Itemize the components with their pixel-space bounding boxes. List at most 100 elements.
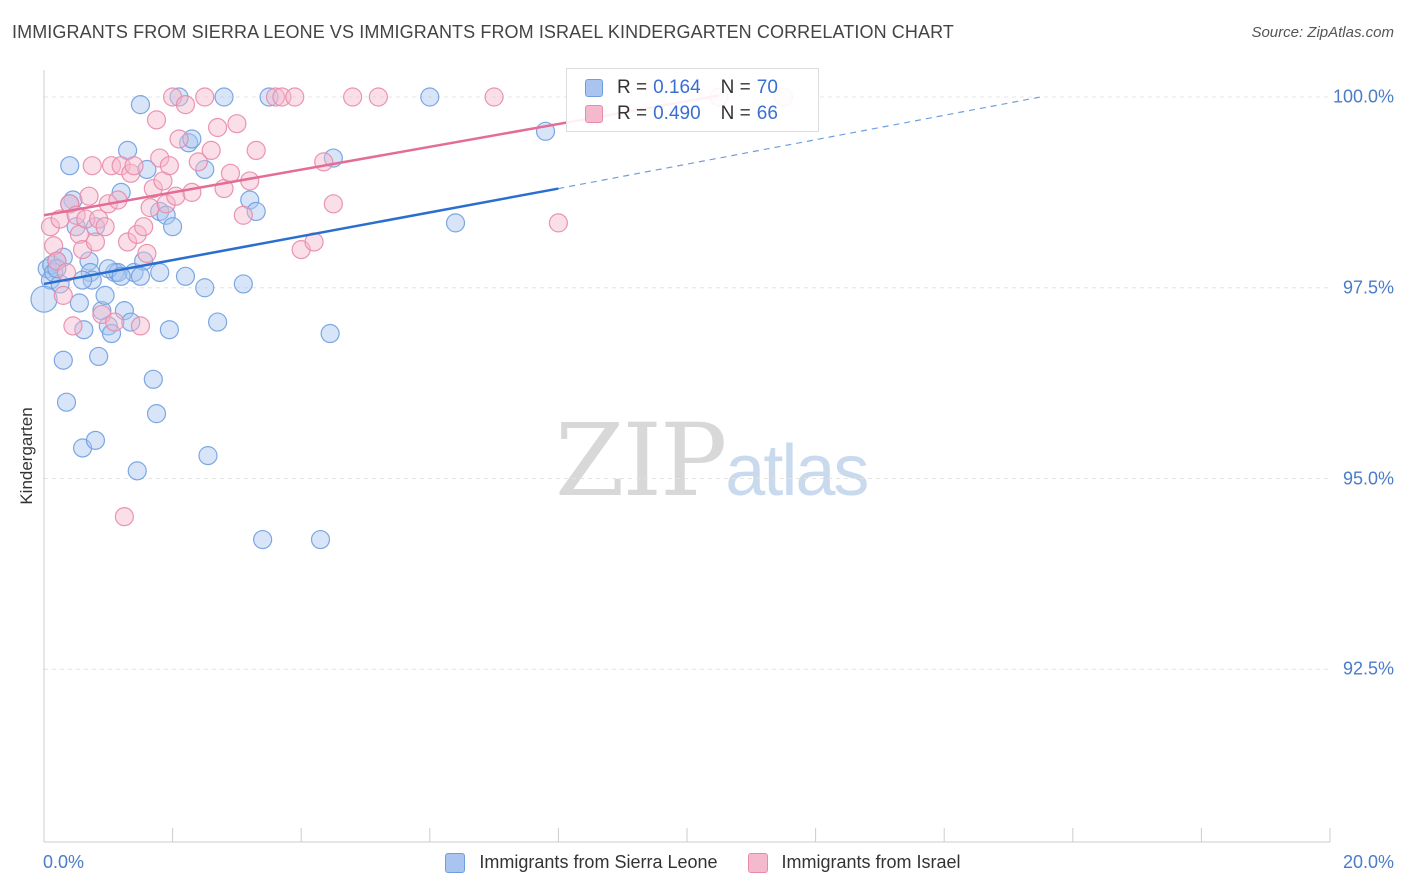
point-sierra-leone (56, 392, 77, 412)
legend-swatch-sierra-leone (585, 79, 603, 97)
point-israel (44, 236, 64, 256)
r-label: R = (617, 103, 648, 124)
point-israel (85, 232, 106, 252)
point-sierra-leone (310, 529, 331, 550)
point-israel (169, 129, 189, 149)
trend-line-sierra-leone (43, 187, 559, 286)
r-value-sierra-leone: 0.164 (653, 77, 701, 98)
r-label: R = (617, 77, 648, 98)
point-sierra-leone (30, 285, 58, 313)
legend-swatch-sierra-leone (445, 852, 466, 873)
point-israel (63, 316, 83, 336)
point-israel (82, 156, 102, 176)
point-israel (105, 312, 125, 332)
point-israel (40, 217, 61, 237)
legend-label-israel: Immigrants from Israel (781, 852, 961, 872)
point-israel (343, 87, 363, 107)
point-sierra-leone (156, 205, 176, 225)
point-israel (89, 209, 109, 229)
point-sierra-leone (111, 266, 131, 286)
legend-item-sierra-leone[interactable]: Immigrants from Sierra Leone (445, 852, 718, 873)
legend-row-sierra-leone: R = 0.164 N = 70 (585, 77, 778, 99)
stats-legend: R = 0.164 N = 70 R = 0.490 N = 66 (566, 68, 819, 132)
point-sierra-leone (121, 312, 141, 332)
point-israel (227, 114, 247, 134)
point-sierra-leone (143, 369, 163, 389)
legend-swatch-israel (747, 852, 768, 873)
legend-swatch-israel (585, 105, 603, 123)
point-israel (137, 243, 157, 264)
point-sierra-leone (47, 259, 67, 279)
y-tick-label: 92.5% (1342, 658, 1394, 679)
n-label: N = (720, 77, 751, 98)
y-tick-label: 97.5% (1342, 277, 1394, 298)
point-israel (484, 87, 504, 107)
point-israel (159, 156, 179, 176)
point-sierra-leone (137, 159, 157, 180)
point-sierra-leone (130, 95, 151, 115)
point-israel (246, 140, 266, 161)
legend-label-sierra-leone: Immigrants from Sierra Leone (479, 852, 718, 872)
point-israel (79, 186, 99, 206)
point-israel (323, 194, 343, 214)
x-tick-label-max: 20.0% (1342, 852, 1394, 872)
point-israel (201, 140, 221, 161)
point-israel (101, 156, 122, 176)
point-sierra-leone (74, 320, 94, 340)
point-israel (265, 87, 286, 107)
point-israel (182, 182, 202, 202)
point-sierra-leone (69, 293, 89, 313)
point-israel (195, 87, 215, 107)
chart-title: IMMIGRANTS FROM SIERRA LEONE VS IMMIGRAN… (12, 22, 954, 42)
source-label: Source: ZipAtlas.com (1251, 24, 1394, 41)
point-israel (150, 148, 170, 168)
legend-row-israel: R = 0.490 N = 66 (585, 103, 778, 125)
n-value-israel: 66 (756, 103, 778, 124)
point-sierra-leone (150, 262, 170, 283)
y-tick-label: 100.0% (1332, 86, 1394, 107)
point-sierra-leone (320, 323, 340, 344)
point-sierra-leone (53, 350, 73, 370)
r-value-israel: 0.490 (653, 103, 701, 124)
point-israel (208, 117, 228, 138)
point-israel (117, 232, 138, 252)
n-value-sierra-leone: 70 (756, 77, 778, 98)
point-sierra-leone (101, 323, 122, 344)
y-axis-label: Kindergarten (17, 407, 36, 505)
point-sierra-leone (253, 529, 273, 550)
point-sierra-leone (198, 446, 218, 466)
legend-item-israel[interactable]: Immigrants from Israel (747, 852, 961, 873)
point-sierra-leone (445, 213, 466, 233)
point-israel (124, 156, 144, 176)
point-israel (60, 194, 80, 214)
point-sierra-leone (159, 320, 179, 340)
point-sierra-leone (95, 285, 115, 305)
point-sierra-leone (130, 266, 151, 286)
point-israel (127, 224, 147, 244)
point-sierra-leone (72, 270, 93, 290)
point-israel (548, 213, 569, 233)
point-sierra-leone (127, 461, 147, 481)
point-sierra-leone (420, 87, 440, 107)
point-israel (368, 87, 388, 107)
point-israel (140, 198, 160, 218)
point-israel (314, 152, 334, 172)
point-sierra-leone (233, 274, 253, 294)
point-israel (143, 178, 163, 199)
point-sierra-leone (246, 201, 266, 222)
point-sierra-leone (208, 312, 228, 332)
point-israel (175, 95, 196, 115)
point-israel (114, 507, 134, 527)
point-sierra-leone (146, 404, 167, 424)
point-israel (130, 316, 151, 336)
point-sierra-leone (89, 346, 109, 367)
point-sierra-leone (195, 278, 215, 298)
point-sierra-leone (175, 266, 196, 286)
point-israel (134, 217, 154, 237)
point-israel (285, 87, 305, 107)
point-sierra-leone (214, 87, 234, 107)
series-legend: Immigrants from Sierra Leone Immigrants … (0, 852, 1406, 873)
point-sierra-leone (195, 159, 215, 180)
point-sierra-leone (169, 87, 189, 107)
n-label: N = (720, 103, 751, 124)
